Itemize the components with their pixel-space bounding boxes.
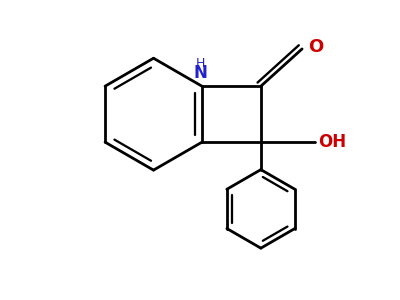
Text: N: N xyxy=(193,64,207,82)
Text: OH: OH xyxy=(318,133,346,151)
Text: O: O xyxy=(308,38,323,56)
Text: H: H xyxy=(195,56,205,70)
